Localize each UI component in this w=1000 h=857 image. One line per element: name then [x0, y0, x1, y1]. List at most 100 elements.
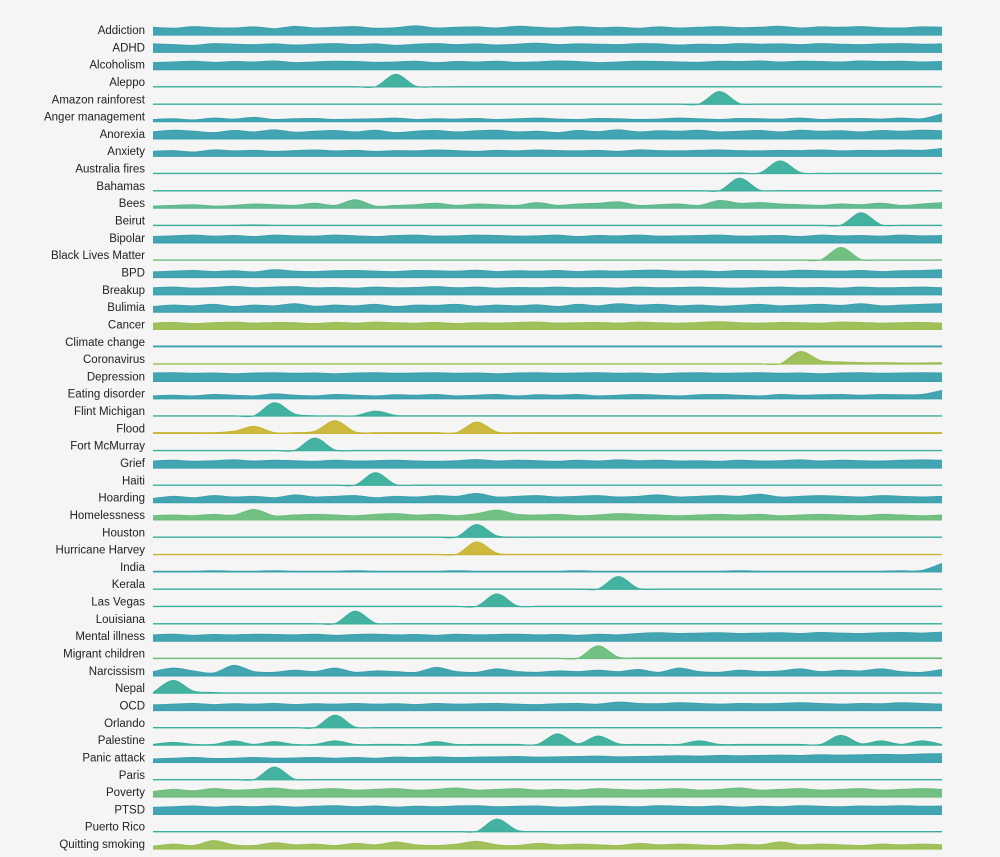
row-label-australia-fires: Australia fires	[75, 164, 145, 176]
ridge-row-anorexia: Anorexia	[100, 129, 943, 141]
row-label-amazon-rainforest: Amazon rainforest	[52, 94, 146, 106]
ridge-line-hoarding	[152, 493, 943, 499]
ridge-row-amazon-rainforest: Amazon rainforest	[52, 91, 942, 106]
ridge-area-haiti	[153, 472, 942, 486]
ridge-line-puerto-rico	[153, 818, 942, 833]
ridge-row-panic-attack: Panic attack	[82, 752, 943, 764]
ridge-row-louisiana: Louisiana	[96, 610, 942, 626]
ridge-line-alcoholism	[152, 60, 943, 64]
ridge-area-kerala	[153, 576, 942, 590]
ridge-area-hurricane-harvey	[153, 541, 942, 556]
ridge-area-anger-management	[153, 113, 942, 122]
ridge-line-ocd	[152, 701, 943, 706]
ridge-row-anxiety: Anxiety	[107, 146, 943, 158]
row-label-bpd: BPD	[121, 267, 145, 279]
row-label-flood: Flood	[116, 423, 145, 435]
ridge-line-panic-attack	[152, 753, 943, 760]
ridge-area-adhd	[153, 43, 942, 53]
ridge-row-depression: Depression	[87, 371, 943, 383]
ridge-line-kerala	[153, 576, 942, 591]
ridge-row-ptsd: PTSD	[114, 804, 943, 816]
ridge-area-eating-disorder	[153, 390, 942, 399]
ridge-line-adhd	[152, 42, 943, 46]
ridge-area-alcoholism	[153, 60, 942, 70]
ridge-row-bees: Bees	[119, 198, 943, 210]
ridge-row-bpd: BPD	[121, 267, 943, 279]
row-label-hoarding: Hoarding	[98, 493, 145, 505]
ridge-area-australia-fires	[153, 160, 942, 174]
row-label-bahamas: Bahamas	[96, 181, 145, 193]
ridge-row-australia-fires: Australia fires	[75, 160, 942, 176]
ridge-line-black-lives-matter	[153, 247, 942, 262]
ridge-line-aleppo	[153, 73, 942, 89]
ridge-line-homelessness	[152, 508, 943, 517]
row-label-ptsd: PTSD	[114, 804, 145, 816]
row-label-hurricane-harvey: Hurricane Harvey	[56, 545, 146, 557]
row-label-anger-management: Anger management	[44, 112, 146, 124]
ridge-area-narcissism	[153, 665, 942, 676]
ridge-area-puerto-rico	[153, 819, 942, 833]
ridge-area-ocd	[153, 702, 942, 711]
row-label-black-lives-matter: Black Lives Matter	[51, 250, 145, 262]
ridge-row-narcissism: Narcissism	[89, 664, 943, 678]
row-label-palestine: Palestine	[98, 735, 145, 747]
ridge-row-adhd: ADHD	[112, 42, 943, 54]
ridge-row-grief: Grief	[120, 458, 943, 470]
ridge-area-paris	[153, 767, 942, 781]
ridge-row-kerala: Kerala	[112, 576, 942, 591]
row-label-las-vegas: Las Vegas	[91, 597, 145, 609]
row-label-grief: Grief	[120, 458, 146, 470]
ridge-line-eating-disorder	[152, 389, 943, 397]
ridge-area-cancer	[153, 321, 942, 330]
ridge-area-houston	[153, 524, 942, 538]
ridge-row-puerto-rico: Puerto Rico	[85, 818, 942, 834]
row-label-migrant-children: Migrant children	[63, 649, 145, 661]
ridge-line-bpd	[152, 269, 943, 273]
ridge-row-las-vegas: Las Vegas	[91, 593, 942, 609]
ridge-line-grief	[152, 459, 943, 462]
row-label-orlando: Orlando	[104, 718, 145, 730]
ridge-line-australia-fires	[153, 160, 942, 175]
ridge-row-palestine: Palestine	[98, 733, 943, 747]
ridge-row-addiction: Addiction	[98, 25, 943, 37]
ridge-line-migrant-children	[153, 645, 942, 660]
row-label-aleppo: Aleppo	[109, 77, 145, 89]
ridge-row-quitting-smoking: Quitting smoking	[59, 839, 943, 851]
ridge-row-bipolar: Bipolar	[109, 233, 943, 245]
ridge-row-eating-disorder: Eating disorder	[68, 389, 943, 401]
row-label-fort-mcmurray: Fort McMurray	[70, 441, 145, 453]
ridge-line-beirut	[153, 212, 942, 227]
row-label-nepal: Nepal	[115, 683, 145, 695]
ridge-line-flood	[153, 420, 942, 434]
row-label-anorexia: Anorexia	[100, 129, 146, 141]
row-label-cancer: Cancer	[108, 319, 145, 331]
ridge-row-haiti: Haiti	[122, 472, 942, 487]
ridge-area-las-vegas	[153, 593, 942, 608]
ridge-line-anorexia	[152, 129, 943, 134]
ridge-line-bees	[152, 199, 943, 207]
ridge-row-homelessness: Homelessness	[70, 508, 943, 522]
ridge-area-flint-michigan	[153, 402, 942, 417]
ridge-line-poverty	[152, 787, 943, 792]
ridge-row-alcoholism: Alcoholism	[89, 60, 943, 72]
ridge-line-narcissism	[152, 664, 943, 674]
ridge-line-amazon-rainforest	[152, 91, 942, 106]
ridge-line-mental-illness	[152, 631, 943, 636]
ridge-line-fort-mcmurray	[153, 437, 942, 452]
row-label-haiti: Haiti	[122, 475, 145, 487]
ridge-row-aleppo: Aleppo	[109, 73, 942, 89]
ridge-row-breakup: Breakup	[102, 285, 943, 297]
row-label-india: India	[120, 562, 146, 574]
ridge-row-nepal: Nepal	[115, 680, 942, 695]
ridge-area-migrant-children	[153, 645, 942, 660]
ridge-line-anger-management	[152, 113, 943, 121]
row-label-coronavirus: Coronavirus	[83, 354, 145, 366]
row-label-alcoholism: Alcoholism	[89, 60, 145, 72]
ridge-line-bulimia	[152, 303, 943, 308]
ridge-line-india	[153, 563, 943, 572]
ridge-area-amazon-rainforest	[153, 91, 942, 105]
row-label-anxiety: Anxiety	[107, 146, 145, 158]
row-label-breakup: Breakup	[102, 285, 145, 297]
